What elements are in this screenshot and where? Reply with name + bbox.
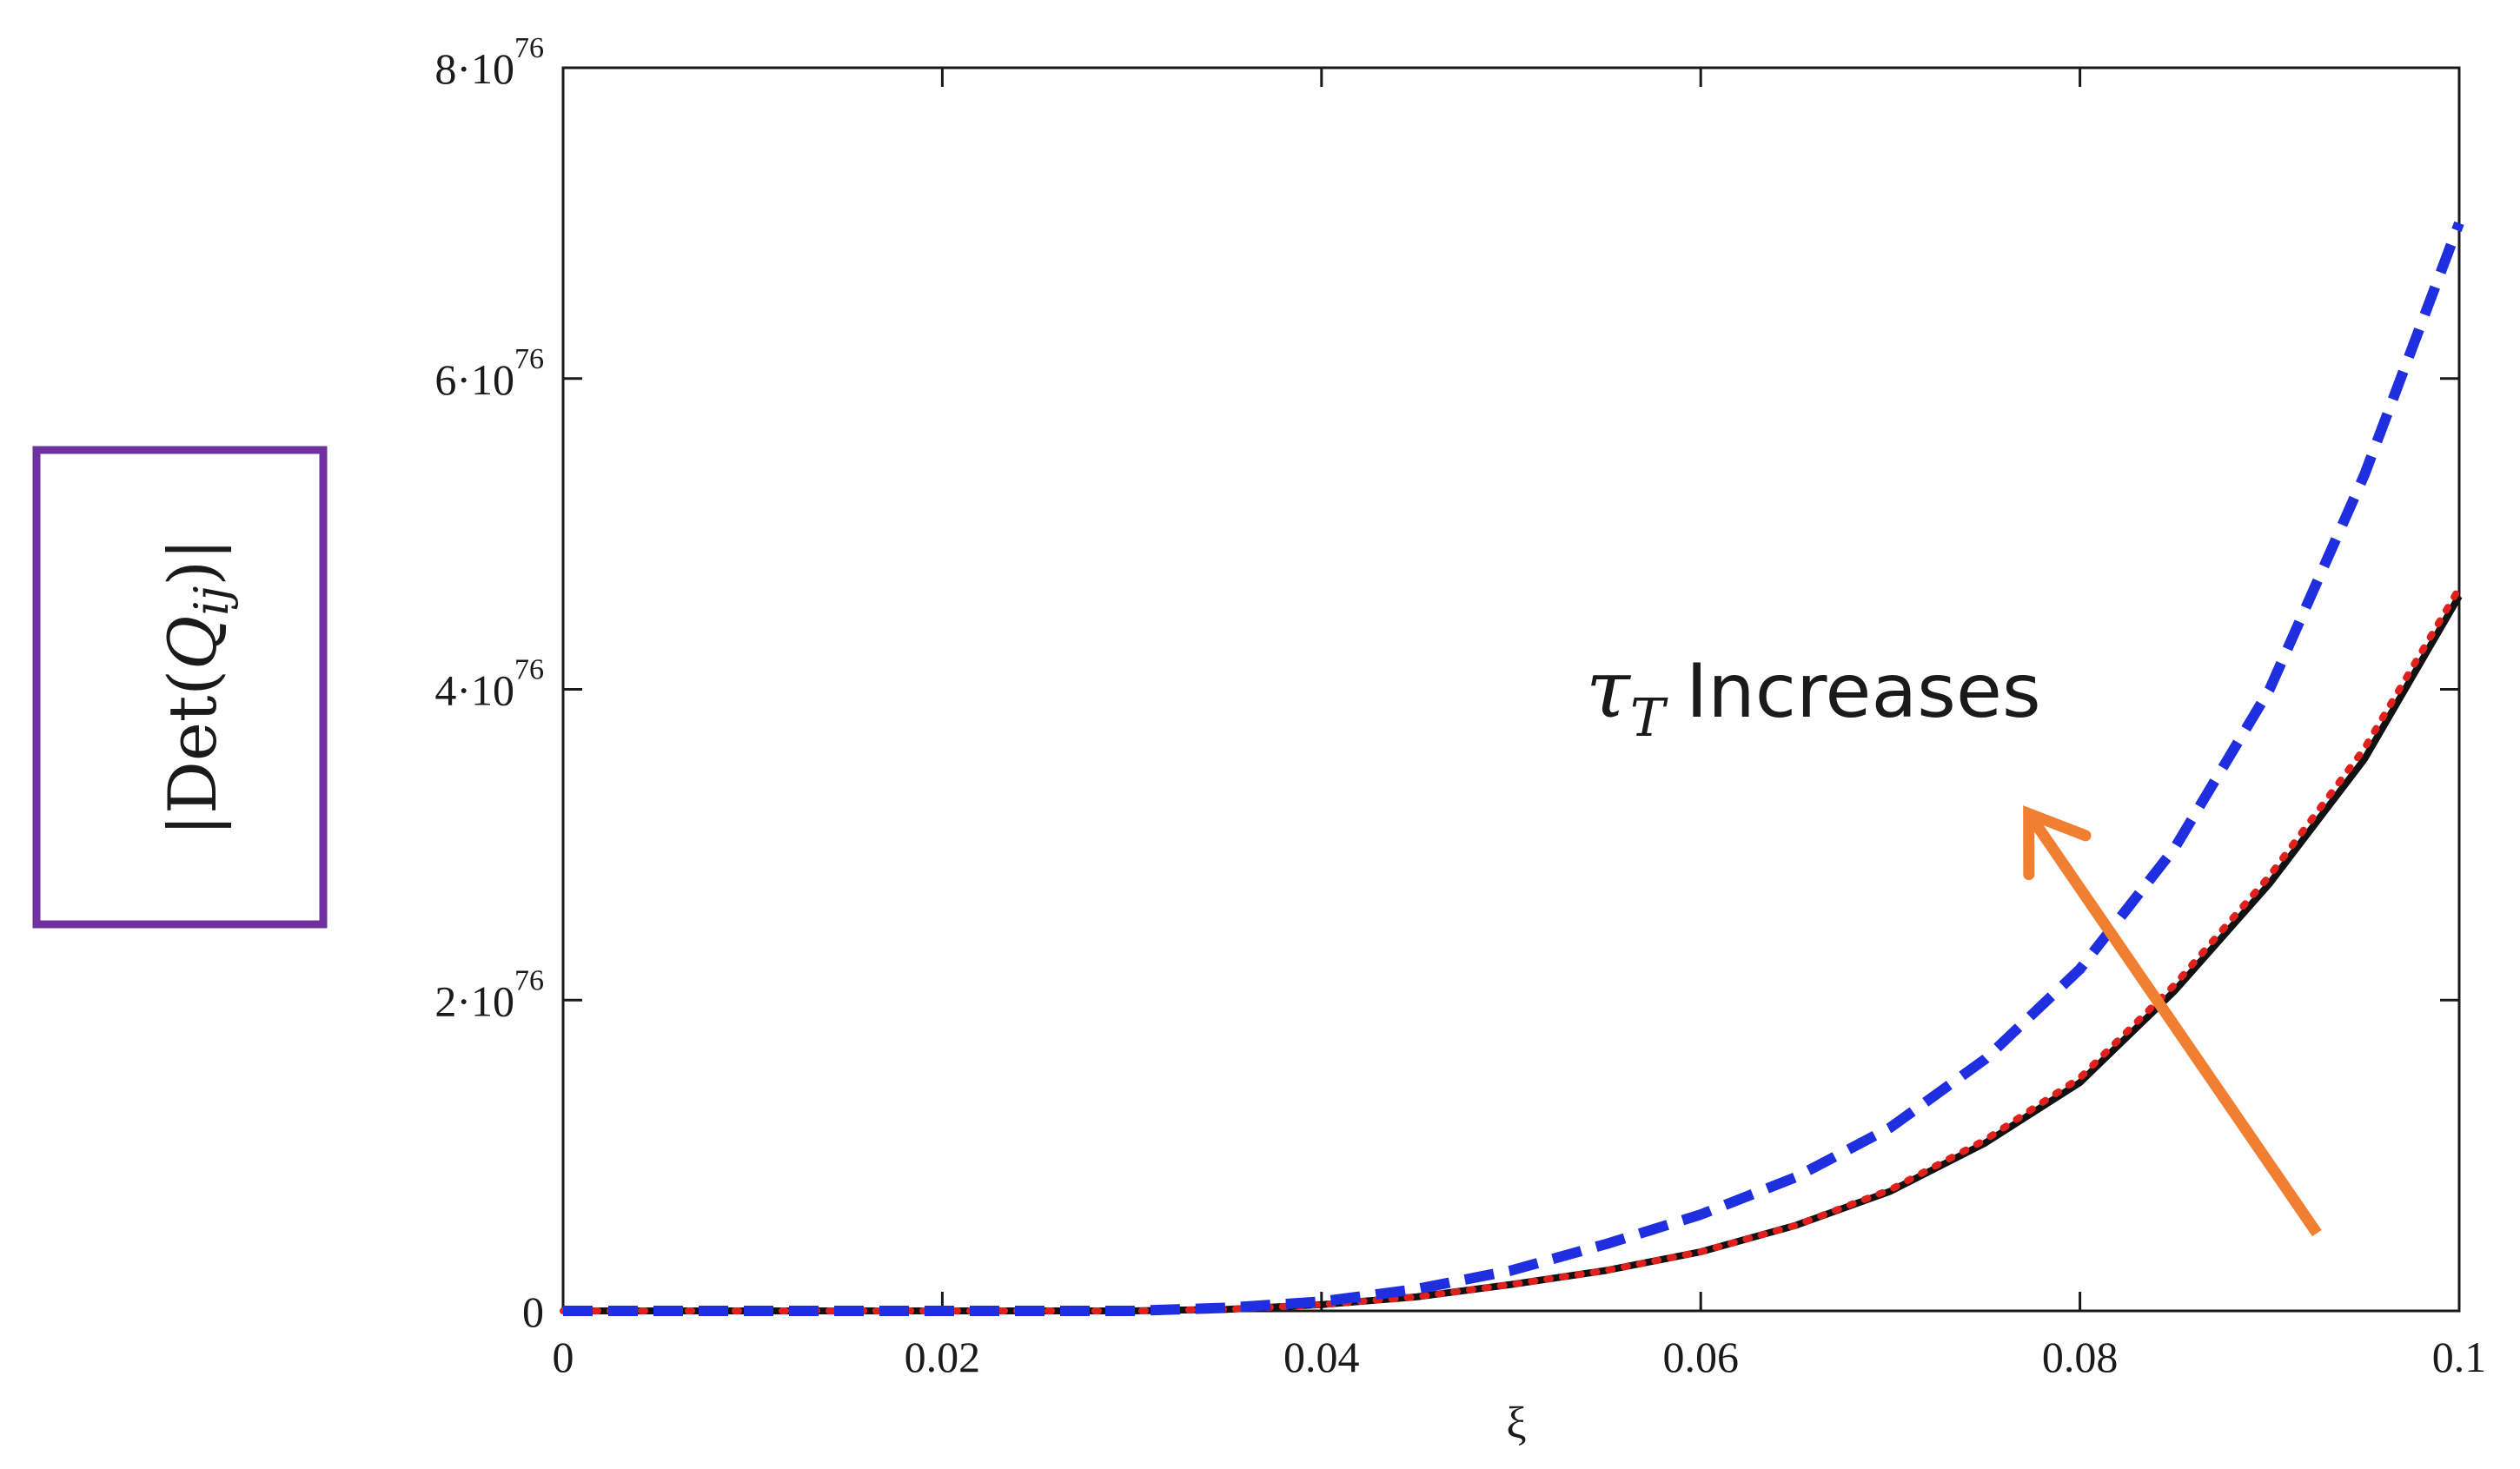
x-tick-label: 0.04 xyxy=(1283,1333,1360,1381)
x-tick-label: 0 xyxy=(553,1333,574,1381)
y-tick-label: 8·1076 xyxy=(434,32,544,93)
series-line-dotted xyxy=(560,585,2463,1314)
x-tick-label: 0.02 xyxy=(905,1333,981,1381)
series-layer xyxy=(560,221,2464,1316)
annotation-arrow-head xyxy=(2023,805,2092,881)
x-axis-label: ξ xyxy=(1506,1399,1526,1448)
series-line-solid xyxy=(563,594,2463,1314)
axis-ticks xyxy=(561,66,2461,1313)
y-tick-label: 4·1076 xyxy=(434,654,544,715)
y-tick-label: 6·1076 xyxy=(434,343,544,404)
annotation-text: τT Increases xyxy=(1586,643,2041,749)
ylabel-box xyxy=(32,446,328,929)
x-tick-label: 0.1 xyxy=(2432,1333,2487,1381)
annotation-arrow xyxy=(2024,810,2322,1237)
annotation: τT Increases xyxy=(1586,643,2322,1237)
plot-frame xyxy=(561,66,2461,1313)
y-tick-labels: 0 2·1076 4·1076 6·1076 8·1076 xyxy=(434,32,544,1336)
series-line-dashed xyxy=(563,221,2464,1316)
y-axis-label: |Det(Qij)| xyxy=(154,538,239,836)
x-tick-labels: 0 0.02 0.04 0.06 0.08 0.1 xyxy=(553,1333,2487,1381)
y-tick-label: 2·1076 xyxy=(434,964,544,1025)
x-tick-label: 0.06 xyxy=(1662,1333,1739,1381)
x-tick-label: 0.08 xyxy=(2042,1333,2119,1381)
y-tick-label: 0 xyxy=(522,1287,544,1336)
